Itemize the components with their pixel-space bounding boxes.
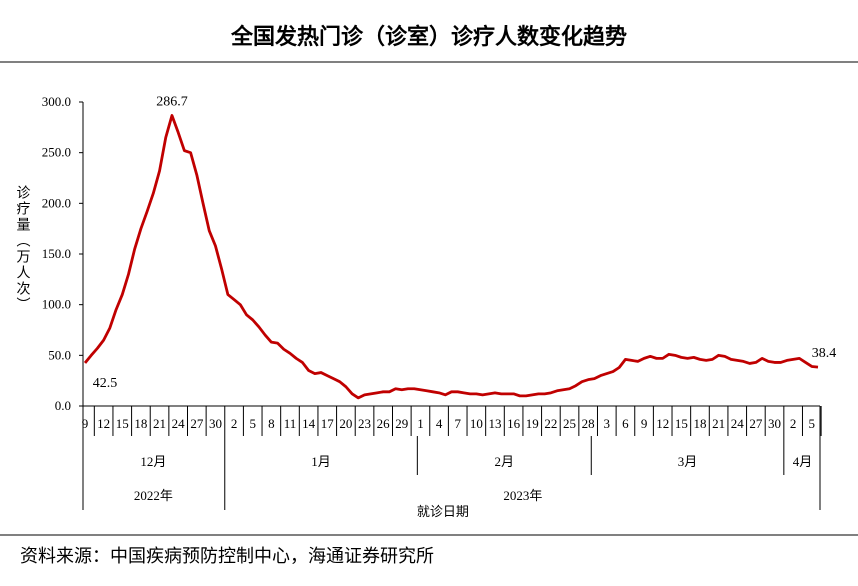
x-tick-label: 30 <box>209 416 222 431</box>
y-tick-label: 150.0 <box>42 246 71 261</box>
x-tick-label: 5 <box>249 416 256 431</box>
y-tick-label: 300.0 <box>42 94 71 109</box>
y-tick-label: 250.0 <box>42 145 71 160</box>
x-tick-label: 19 <box>526 416 539 431</box>
x-tick-label: 14 <box>302 416 316 431</box>
x-tick-label: 8 <box>268 416 275 431</box>
y-tick-label: 0.0 <box>55 398 71 413</box>
x-tick-label: 2 <box>231 416 238 431</box>
x-tick-label: 5 <box>809 416 816 431</box>
x-tick-label: 17 <box>321 416 335 431</box>
x-tick-label: 9 <box>82 416 89 431</box>
x-tick-label: 18 <box>134 416 147 431</box>
x-axis-label: 就诊日期 <box>417 504 469 519</box>
x-tick-label: 21 <box>153 416 166 431</box>
data-label: 38.4 <box>812 346 837 361</box>
x-tick-label: 2 <box>790 416 797 431</box>
chart-title: 全国发热门诊（诊室）诊疗人数变化趋势 <box>230 24 627 49</box>
x-tick-label: 6 <box>622 416 629 431</box>
x-tick-label: 29 <box>395 416 408 431</box>
x-tick-label: 26 <box>377 416 391 431</box>
x-tick-label: 27 <box>749 416 763 431</box>
x-tick-label: 16 <box>507 416 521 431</box>
source: 资料来源：中国疾病预防控制中心，海通证券研究所 <box>20 546 434 566</box>
x-tick-label: 4 <box>436 416 443 431</box>
x-tick-label: 15 <box>116 416 129 431</box>
x-tick-label: 3 <box>604 416 611 431</box>
x-tick-label: 11 <box>284 416 297 431</box>
x-tick-label: 12 <box>656 416 669 431</box>
x-tick-label: 24 <box>731 416 745 431</box>
month-label: 2月 <box>495 454 515 469</box>
x-tick-label: 25 <box>563 416 576 431</box>
y-tick-label: 50.0 <box>48 347 71 362</box>
x-tick-label: 12 <box>97 416 110 431</box>
x-tick-label: 18 <box>693 416 706 431</box>
y-tick-label: 100.0 <box>42 297 71 312</box>
data-label: 42.5 <box>93 376 118 391</box>
x-tick-label: 27 <box>190 416 204 431</box>
x-tick-label: 1 <box>417 416 424 431</box>
month-label: 12月 <box>140 454 166 469</box>
x-tick-label: 7 <box>454 416 461 431</box>
month-label: 3月 <box>678 454 698 469</box>
x-tick-label: 23 <box>358 416 371 431</box>
month-label: 1月 <box>311 454 331 469</box>
year-label: 2023年 <box>503 488 542 503</box>
line <box>83 114 819 400</box>
x-tick-label: 21 <box>712 416 725 431</box>
x-tick-label: 22 <box>544 416 557 431</box>
x-tick-label: 13 <box>488 416 501 431</box>
x-tick-label: 15 <box>675 416 688 431</box>
x-tick-label: 9 <box>641 416 648 431</box>
x-tick-label: 10 <box>470 416 483 431</box>
data-label: 286.7 <box>156 94 188 109</box>
year-label: 2022年 <box>134 488 173 503</box>
x-tick-label: 30 <box>768 416 781 431</box>
x-tick-label: 20 <box>339 416 352 431</box>
y-tick-label: 200.0 <box>42 195 71 210</box>
x-tick-label: 28 <box>582 416 595 431</box>
x-tick-label: 24 <box>172 416 186 431</box>
y-axis-label: 诊疗量（万人次） <box>15 185 31 313</box>
month-label: 4月 <box>793 454 813 469</box>
